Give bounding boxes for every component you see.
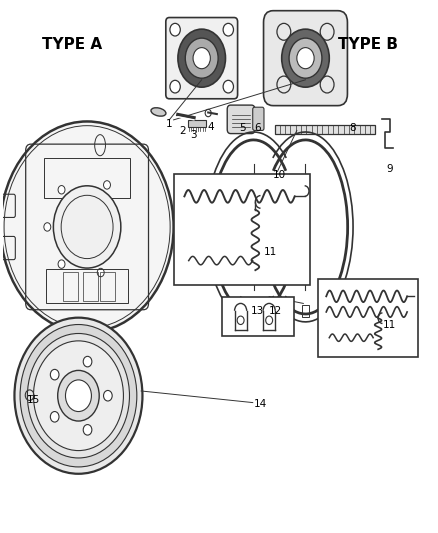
Circle shape (53, 186, 121, 268)
Text: 4: 4 (207, 122, 214, 132)
Text: 12: 12 (268, 306, 282, 316)
Bar (100, 272, 115, 301)
Circle shape (223, 23, 233, 36)
Circle shape (320, 23, 334, 40)
Circle shape (58, 185, 65, 194)
FancyBboxPatch shape (253, 107, 264, 131)
Circle shape (297, 47, 314, 69)
Bar (223, 296, 294, 336)
Circle shape (320, 76, 334, 93)
Circle shape (44, 223, 51, 231)
Bar (83, 272, 98, 301)
Bar (44, 158, 131, 198)
Circle shape (178, 29, 226, 87)
FancyBboxPatch shape (264, 11, 347, 106)
Text: 15: 15 (27, 395, 41, 406)
Circle shape (28, 334, 130, 458)
Circle shape (170, 23, 180, 36)
Text: TYPE A: TYPE A (42, 37, 102, 52)
Ellipse shape (151, 108, 166, 116)
Text: 2: 2 (179, 126, 186, 136)
Circle shape (58, 370, 99, 421)
Text: 11: 11 (382, 319, 396, 329)
Text: TYPE B: TYPE B (338, 37, 398, 52)
Circle shape (193, 47, 210, 69)
FancyBboxPatch shape (227, 105, 255, 134)
Text: 3: 3 (190, 130, 196, 140)
Bar (318, 279, 418, 357)
Text: 14: 14 (254, 399, 267, 409)
Circle shape (58, 260, 65, 268)
Circle shape (83, 357, 92, 367)
FancyBboxPatch shape (166, 18, 237, 99)
Text: 6: 6 (254, 123, 261, 133)
Text: 9: 9 (386, 164, 393, 174)
Text: 5: 5 (240, 123, 246, 133)
Circle shape (185, 38, 218, 78)
Text: 8: 8 (350, 123, 357, 133)
Circle shape (33, 341, 124, 450)
Text: 11: 11 (263, 247, 277, 257)
Circle shape (237, 316, 244, 325)
Bar (173, 174, 310, 285)
Circle shape (83, 425, 92, 435)
Bar (188, 120, 206, 127)
Circle shape (66, 380, 92, 411)
Circle shape (20, 325, 137, 467)
Text: 10: 10 (273, 170, 286, 180)
Circle shape (4, 126, 170, 328)
Circle shape (223, 80, 233, 93)
Circle shape (50, 369, 59, 380)
Circle shape (170, 80, 180, 93)
Circle shape (282, 29, 329, 87)
Circle shape (277, 23, 291, 40)
Circle shape (97, 268, 104, 277)
Bar (275, 125, 374, 134)
Circle shape (103, 181, 110, 189)
Circle shape (50, 411, 59, 422)
Circle shape (277, 76, 291, 93)
Circle shape (14, 318, 142, 474)
Bar (64, 272, 78, 301)
Circle shape (103, 391, 112, 401)
Circle shape (266, 316, 272, 325)
Bar (302, 305, 309, 317)
Bar (250, 305, 257, 317)
Circle shape (289, 38, 322, 78)
Text: 13: 13 (251, 306, 265, 316)
Circle shape (0, 122, 173, 333)
Text: 1: 1 (166, 119, 173, 129)
Bar (46, 269, 128, 303)
